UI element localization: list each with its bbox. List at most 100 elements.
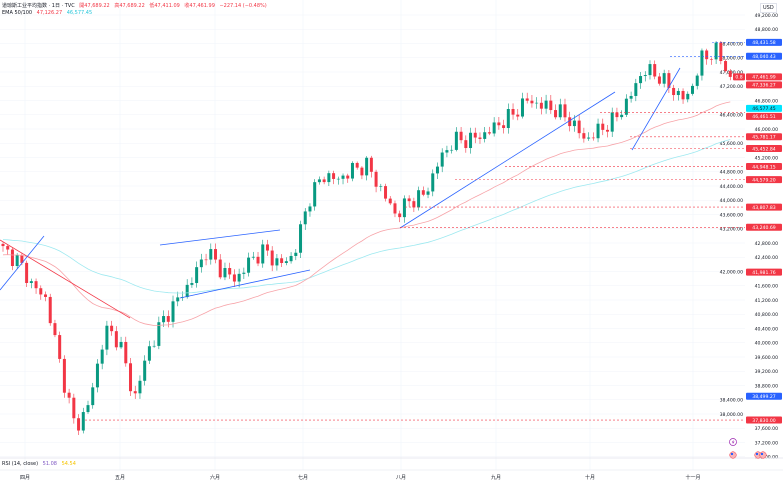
candle-body: [502, 125, 506, 129]
candle-body: [615, 112, 619, 118]
candle-body: [450, 149, 454, 151]
price-tag: [746, 133, 782, 141]
price-tag-label: 45,452.84: [752, 146, 775, 152]
candle-body: [275, 258, 279, 266]
candle-body: [133, 391, 137, 394]
candle-body: [15, 255, 19, 267]
x-tick-label: 七月: [297, 475, 309, 481]
price-tag-label: 43,807.83: [752, 205, 775, 211]
candle-body: [601, 123, 605, 130]
ema-legend[interactable]: EMA 50/100 47,126.27 46,577.45: [2, 10, 95, 16]
ohlc-low: 低47,411.09: [149, 3, 180, 9]
price-tag-label: 44,948.15: [752, 164, 775, 170]
candle-body: [686, 93, 690, 100]
candle-body: [530, 100, 534, 104]
candle-body: [228, 268, 232, 275]
candle-body: [426, 191, 430, 195]
price-tag-label: 37,830.00: [752, 418, 775, 424]
candle-body: [10, 249, 14, 267]
candle-body: [81, 412, 85, 431]
candle-body: [284, 261, 288, 263]
y-tick-label: 42,400.00: [755, 255, 778, 261]
candle-body: [143, 360, 147, 381]
y-tick-label: 45,200.00: [755, 155, 778, 161]
candle-body: [525, 98, 529, 101]
candle-body: [454, 131, 458, 150]
x-tick-label: 十一月: [685, 475, 701, 481]
y-tick-label: 41,600.00: [755, 284, 778, 290]
candle-body: [223, 268, 227, 278]
candle-body: [341, 175, 345, 179]
candle-body: [487, 132, 491, 134]
countdown-badge: [733, 73, 745, 81]
candle-body: [360, 167, 364, 176]
candle-body: [242, 272, 246, 274]
price-tag: [746, 104, 782, 112]
price-tag-label: 41,981.76: [752, 270, 775, 276]
x-tick-label: 九月: [490, 475, 502, 481]
rsi-label: RSI (14, close): [2, 461, 39, 467]
candle-body: [672, 87, 676, 96]
candle-body: [62, 358, 66, 393]
price-tag: [746, 81, 782, 89]
trendline: [399, 91, 616, 229]
y-tick-label: 43,600.00: [720, 212, 743, 218]
candle-body: [261, 244, 265, 264]
candle-body: [214, 249, 218, 260]
trendline: [179, 269, 311, 299]
candle-body: [124, 341, 128, 364]
candle-body: [516, 114, 520, 117]
candle-body: [421, 190, 425, 195]
currency-label[interactable]: USD: [760, 3, 777, 13]
candle-body: [667, 73, 671, 88]
candle-body: [147, 346, 151, 361]
candle-body: [492, 122, 496, 134]
price-tag: [746, 112, 782, 120]
candle-body: [1, 243, 5, 247]
candle-body: [313, 182, 317, 207]
candle-body: [705, 50, 709, 60]
y-tick-label: 38,000.00: [720, 412, 743, 418]
candle-body: [690, 85, 694, 94]
flag-canton: [756, 453, 758, 455]
candle-body: [643, 75, 647, 77]
candle-body: [34, 281, 38, 289]
x-tick-label: 十月: [584, 475, 596, 481]
candle-body: [388, 198, 392, 204]
candle-body: [662, 73, 666, 84]
candle-body: [199, 259, 203, 268]
candle-body: [91, 387, 95, 406]
price-tag-label: 44,579.20: [752, 177, 775, 183]
rsi-legend[interactable]: RSI (14, close) 51.08 54.54: [2, 461, 79, 467]
price-tag: [746, 162, 782, 170]
price-tag-label: 48,431.58: [752, 40, 775, 46]
candle-body: [270, 250, 274, 266]
candle-body: [44, 294, 48, 297]
candle-body: [294, 252, 298, 256]
candle-body: [379, 186, 383, 187]
ema50-value: 47,126.27: [36, 10, 63, 16]
candle-body: [138, 380, 142, 394]
candle-body: [520, 98, 524, 117]
y-tick-label: 42,800.00: [755, 241, 778, 247]
candle-body: [681, 90, 685, 100]
candle-body: [563, 104, 567, 118]
symbol-legend: 道琼斯工业平均指数 · 1日 · TVC 開47,689.22 高47,689.…: [2, 2, 270, 9]
candle-body: [591, 137, 595, 139]
price-tag-label: 48,040.43: [752, 54, 775, 60]
y-tick-label: 40,000.00: [755, 341, 778, 347]
candle-body: [317, 179, 321, 183]
candle-body: [473, 132, 477, 138]
candle-body: [431, 173, 435, 192]
price-tag: [746, 203, 782, 211]
candle-body: [417, 190, 421, 208]
candle-body: [209, 249, 213, 260]
y-tick-label: 42,000.00: [720, 269, 743, 275]
y-tick-label: 40,800.00: [755, 312, 778, 318]
y-tick-label: 39,200.00: [755, 369, 778, 375]
candle-body: [620, 114, 624, 118]
trendline: [159, 229, 281, 246]
y-tick-label: 45,600.00: [720, 141, 743, 147]
candle-body: [25, 262, 29, 283]
